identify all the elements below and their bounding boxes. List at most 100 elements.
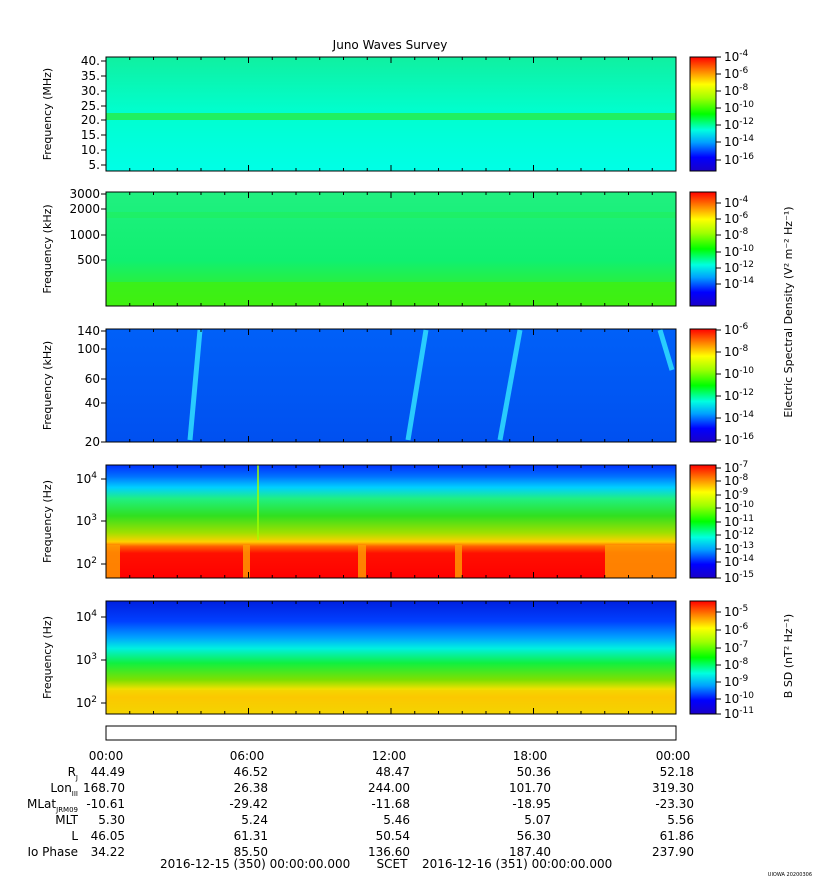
colorbar-tick-label: 10-9 — [724, 674, 749, 689]
time-label: 06:00 — [230, 749, 265, 763]
colorbar-tick-label: 10-15 — [724, 570, 754, 585]
ephemeris-value: 85.50 — [234, 845, 268, 859]
time-label: 12:00 — [372, 749, 407, 763]
ephemeris-value: 34.22 — [91, 845, 125, 859]
spectrogram-panel-5: 104 103 102 Frequency (Hz) 10-5 10-6 10-7 10-8 1… — [41, 600, 754, 721]
emission-gap — [455, 545, 462, 578]
time-label: 18:00 — [513, 749, 548, 763]
ephemeris-value: 136.60 — [368, 845, 410, 859]
y-tick-label: 20 — [85, 435, 100, 449]
y-axis-label: Frequency (Hz) — [41, 480, 54, 563]
y-tick-label: 35. — [81, 69, 100, 83]
radio-burst-arc — [187, 329, 203, 441]
y-tick-label: 10. — [81, 143, 100, 157]
y-tick-label: 140 — [77, 324, 100, 338]
y-tick-label: 103 — [76, 652, 97, 667]
y-tick-label: 102 — [76, 556, 97, 571]
ephemeris-label: MLT — [55, 813, 78, 827]
colorbar-tick-label: 10-12 — [724, 388, 754, 403]
y-tick-label: 102 — [76, 695, 97, 710]
y-axis-label: Frequency (MHz) — [41, 68, 54, 160]
colorbar-tick-label: 10-16 — [724, 152, 754, 167]
time-axis-box — [105, 725, 677, 741]
spectrogram-panel-1: 40.35.30.25.20.15.10.5. Frequency (MHz) 10… — [41, 49, 754, 172]
time-label: 00:00 — [89, 749, 124, 763]
colorbar-tick-label: 10-6 — [724, 66, 749, 81]
ephemeris-value: 168.70 — [83, 781, 125, 795]
footer-end-time: 2016-12-16 (351) 00:00:00.000 — [422, 857, 612, 871]
ephemeris-value: 52.18 — [660, 765, 694, 779]
chart-title: Juno Waves Survey — [332, 38, 448, 52]
emission-gap — [106, 545, 120, 578]
ephemeris-value: 61.86 — [660, 829, 694, 843]
y-tick-label: 104 — [76, 609, 97, 624]
ephemeris-value: 101.70 — [509, 781, 551, 795]
ephemeris-value: -10.61 — [86, 797, 125, 811]
ephemeris-value: 244.00 — [368, 781, 410, 795]
colorbar-tick-label: 10-8 — [724, 227, 749, 242]
colorbar-tick-label: 10-5 — [724, 604, 748, 619]
colorbar-tick-label: 10-8 — [724, 83, 749, 98]
ephemeris-value: -23.30 — [655, 797, 694, 811]
ephemeris-value: 44.49 — [91, 765, 125, 779]
ephemeris-value: 319.30 — [652, 781, 694, 795]
y-tick-label: 104 — [76, 471, 97, 486]
y-tick-label: 2000 — [69, 202, 100, 216]
colorbar-tick-label: 10-7 — [724, 460, 748, 475]
spectrogram-panel-4: 104 103 102 Frequency (Hz) 10-710-810-910-10… — [41, 460, 754, 585]
ephemeris-value: 50.36 — [517, 765, 551, 779]
credit-stamp: UIOWA 20200306 — [768, 872, 812, 878]
colorbar-tick-label: 10-8 — [724, 344, 749, 359]
colorbar-tick-label: 10-8 — [724, 657, 749, 672]
band-1700khz — [106, 212, 676, 218]
colorbar-label-electric: Electric Spectral Density (V² m⁻² Hz⁻¹) — [782, 206, 795, 417]
colorbar-tick-label: 10-10 — [724, 244, 754, 259]
colorbar-tick-label: 10-13 — [724, 541, 754, 556]
colorbar-tick-label: 10-14 — [724, 554, 754, 569]
ephemeris-value: 237.90 — [652, 845, 694, 859]
emission-gap — [358, 545, 366, 578]
colorbar-tick-label: 10-6 — [724, 622, 749, 637]
ephemeris-label: MLatJRM09 — [27, 797, 78, 814]
colorbar-label-magnetic: B SD (nT² Hz⁻¹) — [782, 614, 795, 698]
ephemeris-label: LonIII — [50, 781, 78, 798]
ephemeris-value: 26.38 — [234, 781, 268, 795]
ephemeris-value: 5.24 — [241, 813, 268, 827]
colorbar-tick-label: 10-7 — [724, 640, 748, 655]
colorbar — [689, 191, 717, 307]
footer-start-time: 2016-12-15 (350) 00:00:00.000 — [160, 857, 350, 871]
y-axis-label: Frequency (Hz) — [41, 616, 54, 699]
ephemeris-value: 61.31 — [234, 829, 268, 843]
colorbar — [689, 328, 717, 443]
colorbar-tick-label: 10-10 — [724, 691, 754, 706]
y-tick-label: 103 — [76, 513, 97, 528]
ephemeris-value: 5.56 — [667, 813, 694, 827]
emission-gap — [243, 545, 250, 578]
radio-burst-arc — [657, 329, 675, 371]
band-22mhz — [106, 113, 676, 120]
y-tick-label: 1000 — [69, 228, 100, 242]
ephemeris-value: 187.40 — [509, 845, 551, 859]
colorbar — [689, 600, 717, 715]
colorbar-tick-label: 10-9 — [724, 487, 749, 502]
y-tick-label: 500 — [77, 253, 100, 267]
y-axis-label: Frequency (kHz) — [41, 204, 54, 293]
colorbar-tick-label: 10-11 — [724, 514, 754, 529]
colorbar-tick-label: 10-4 — [724, 195, 749, 210]
radio-burst-arc — [405, 329, 429, 441]
colorbar-tick-label: 10-12 — [724, 527, 754, 542]
colorbar-tick-label: 10-10 — [724, 500, 754, 515]
y-tick-label: 30. — [81, 84, 100, 98]
ephemeris-value: 56.30 — [517, 829, 551, 843]
spectrogram-image — [106, 329, 676, 442]
colorbar — [689, 464, 717, 579]
y-tick-label: 60 — [85, 372, 100, 386]
y-tick-label: 40. — [81, 54, 100, 68]
y-tick-label: 15. — [81, 128, 100, 142]
colorbar-tick-label: 10-10 — [724, 366, 754, 381]
ephemeris-value: 5.46 — [383, 813, 410, 827]
colorbar-tick-label: 10-14 — [724, 134, 754, 149]
ephemeris-value: 50.54 — [376, 829, 410, 843]
time-label: 00:00 — [656, 749, 691, 763]
